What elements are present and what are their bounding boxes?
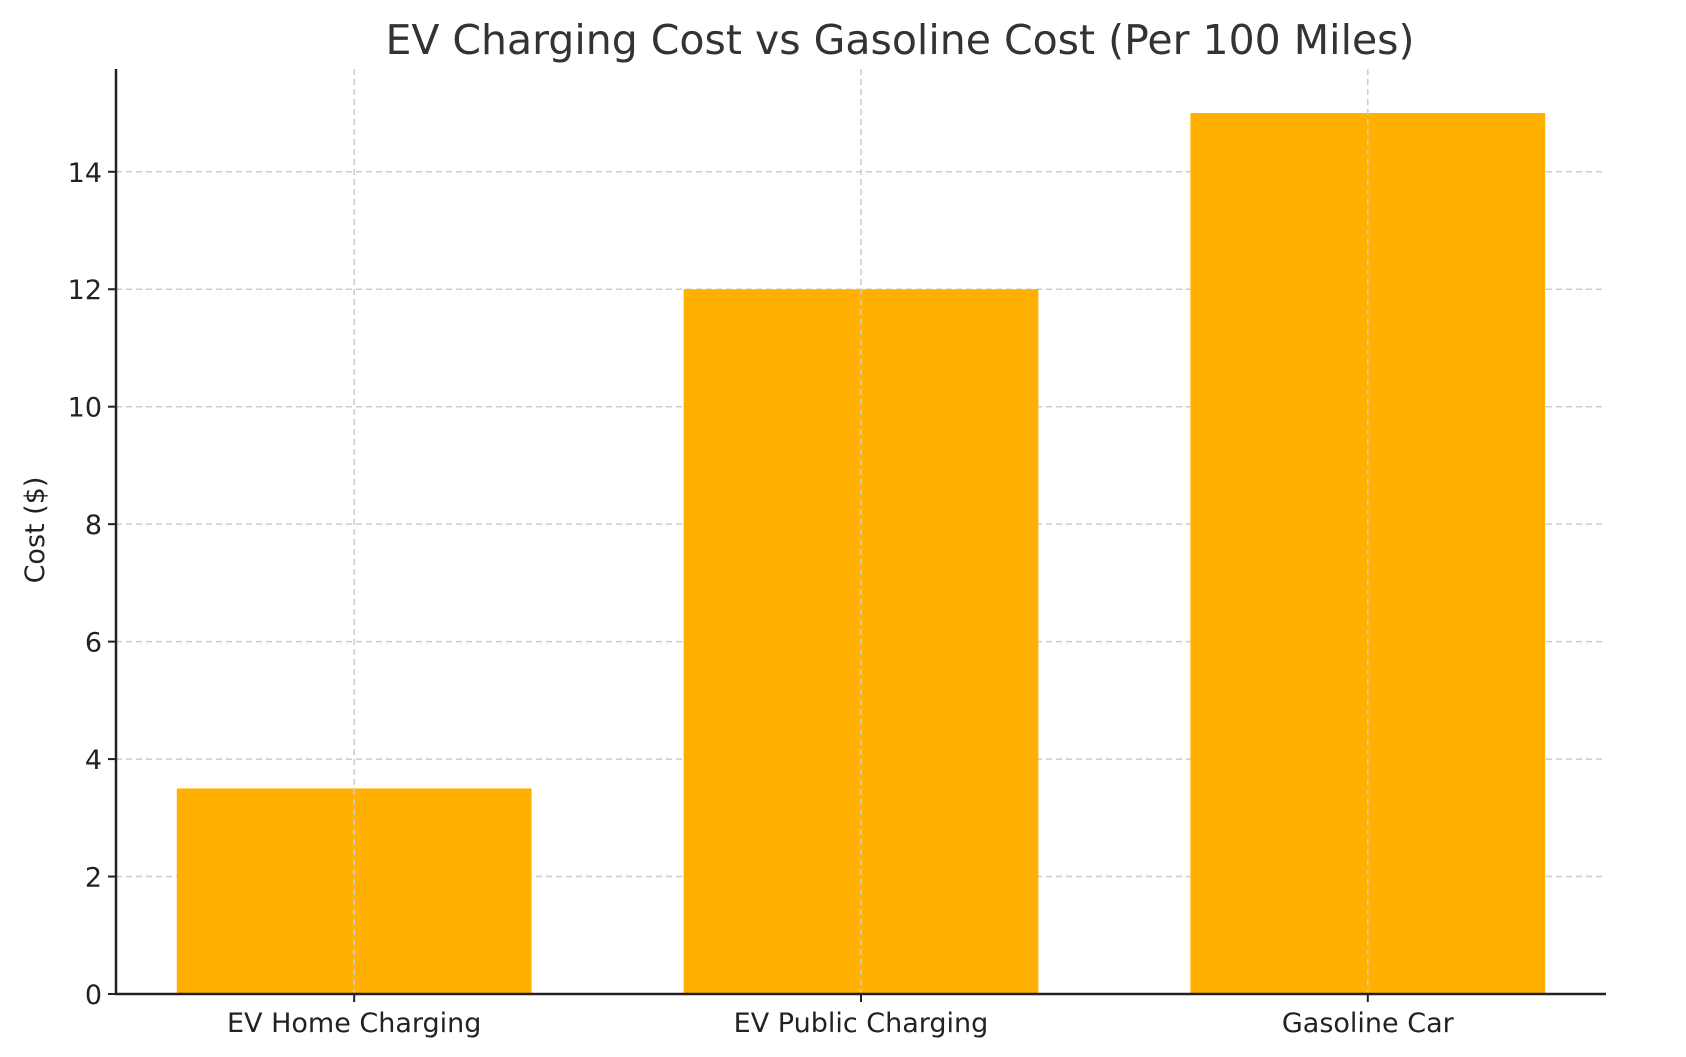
y-tick-label: 14 [68, 158, 102, 189]
y-tick-label: 2 [85, 863, 102, 894]
y-tick-label: 12 [68, 275, 102, 306]
y-tick-label: 8 [85, 510, 102, 541]
y-tick-label: 6 [85, 628, 102, 659]
y-tick-label: 4 [85, 745, 102, 776]
y-tick-label: 10 [68, 393, 102, 424]
y-tick-label: 0 [85, 980, 102, 1011]
x-tick-label: Gasoline Car [1282, 1008, 1455, 1039]
y-axis-label: Cost ($) [20, 477, 51, 584]
x-tick-label: EV Public Charging [734, 1008, 989, 1039]
chart-title: EV Charging Cost vs Gasoline Cost (Per 1… [385, 16, 1414, 64]
x-tick-label: EV Home Charging [227, 1008, 481, 1039]
